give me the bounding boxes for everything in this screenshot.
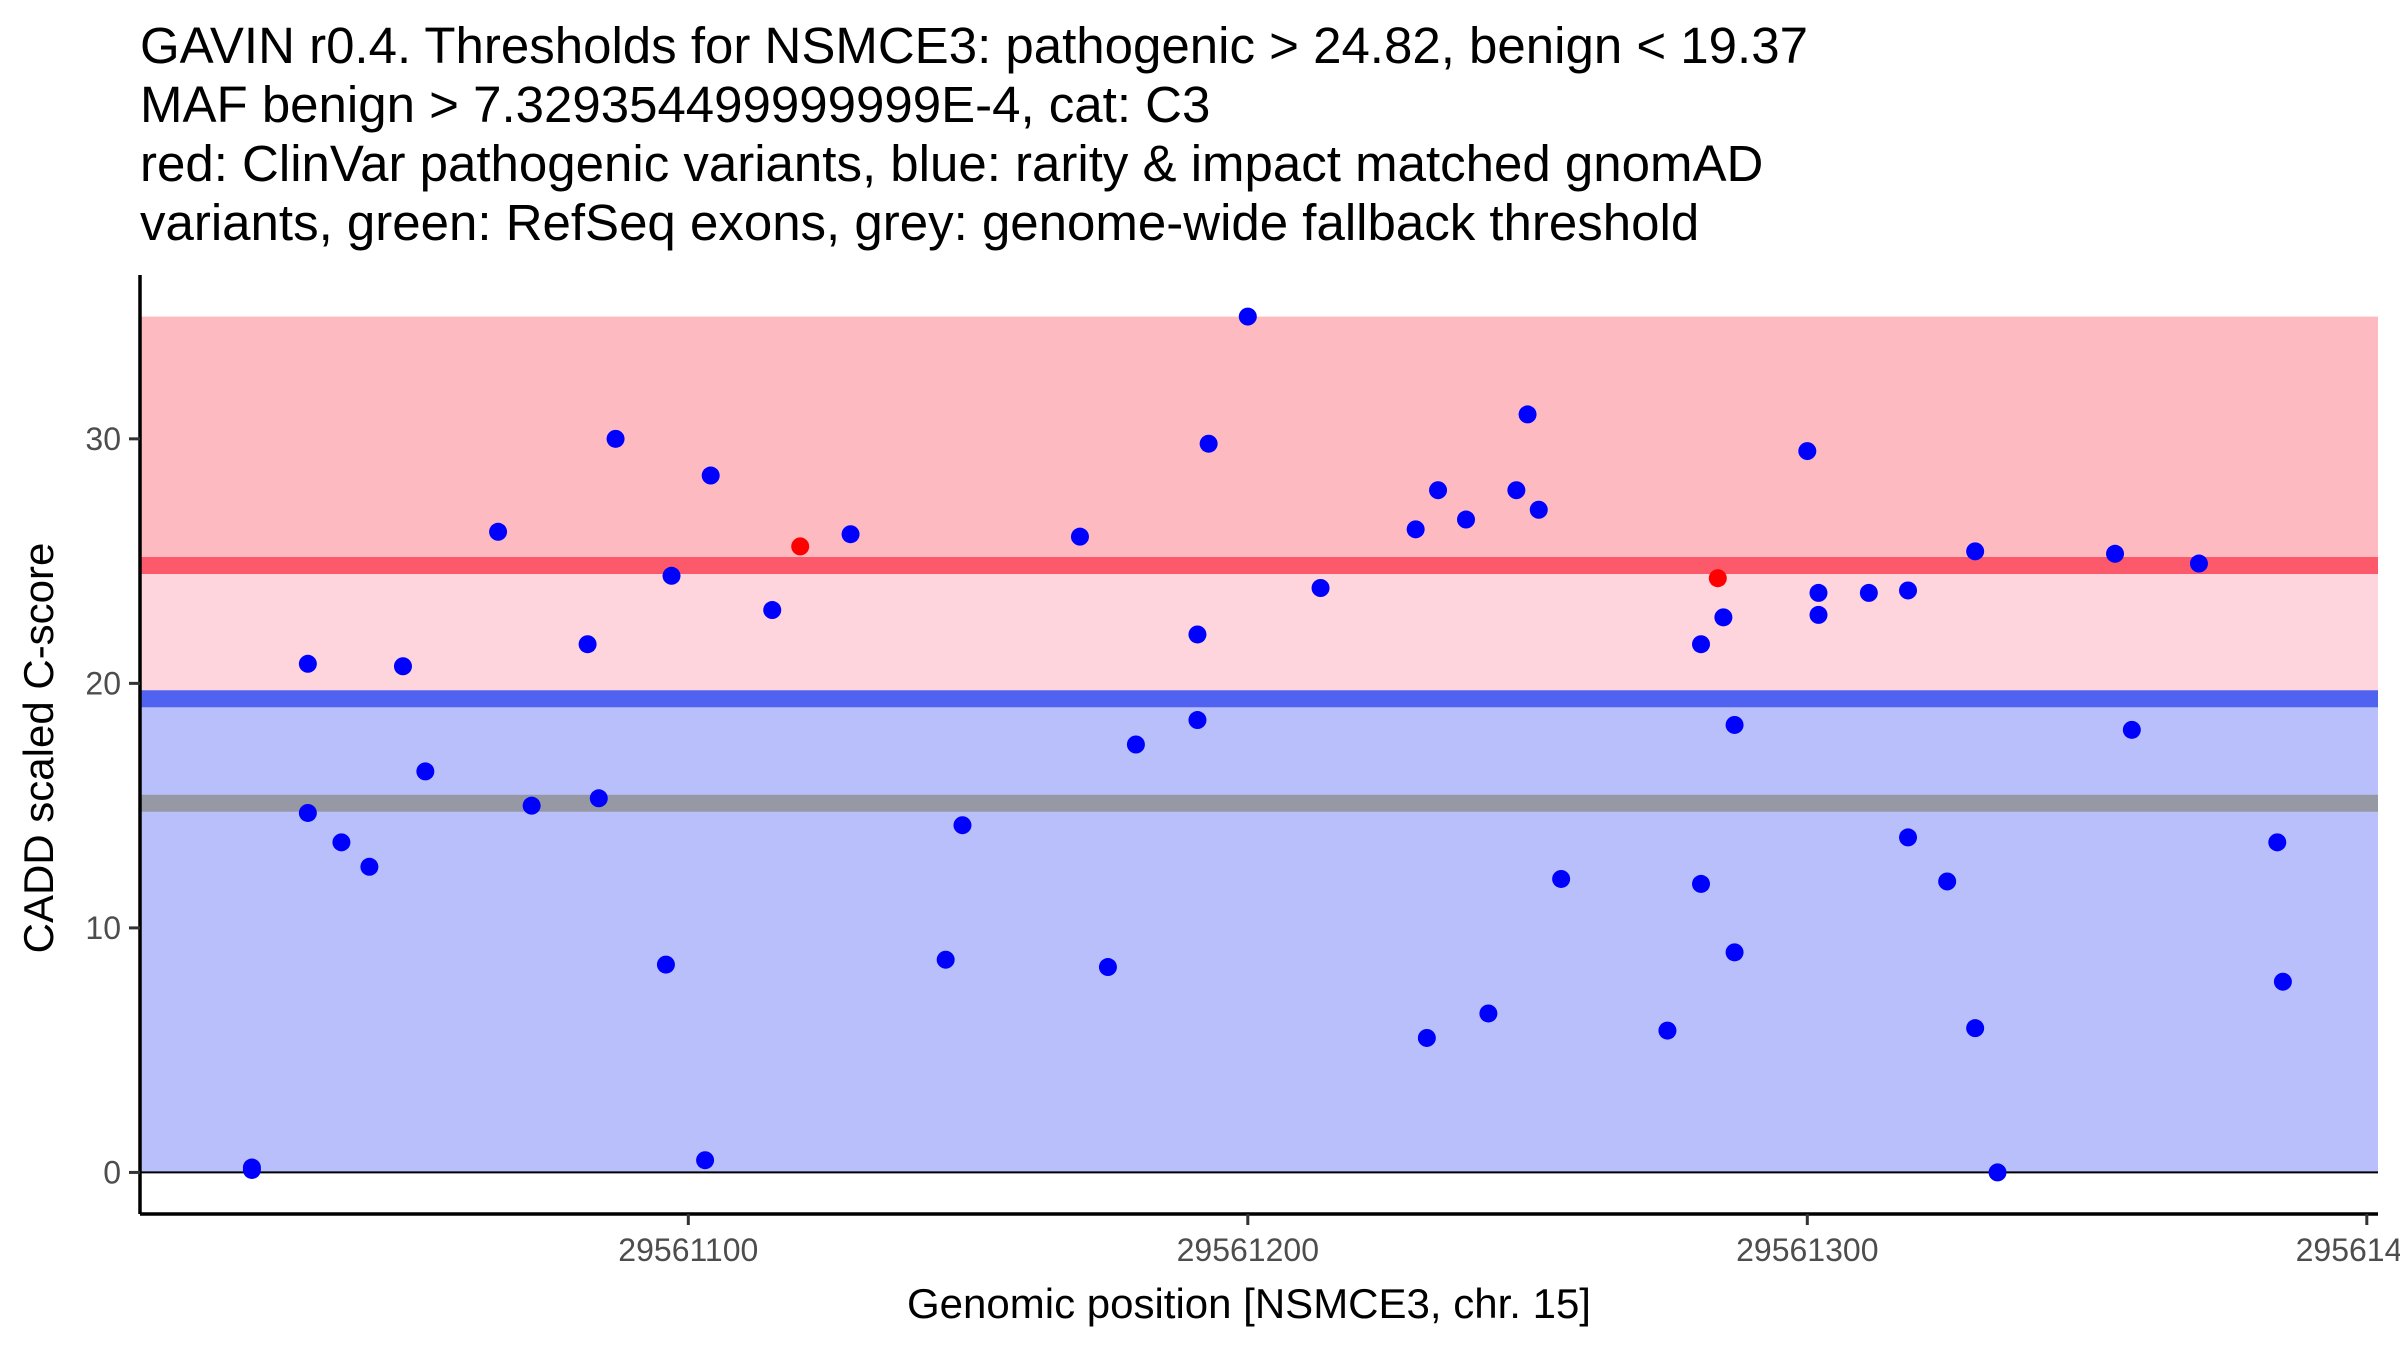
gnomad-point (1518, 405, 1537, 424)
gnomad-point (1692, 874, 1711, 893)
x-tick-label: 29561400 (2296, 1232, 2400, 1268)
gnomad-point (1429, 481, 1448, 500)
data-points (242, 307, 2292, 1182)
gnomad-point (1311, 579, 1330, 597)
gnomad-point (1988, 1163, 2007, 1182)
gnomad-point (1199, 434, 1218, 453)
gnomad-point (2273, 972, 2292, 991)
gnomad-point (578, 635, 597, 654)
gnomad-point (662, 566, 681, 585)
gnomad-point (1098, 958, 1117, 977)
gnomad-point (1507, 481, 1526, 500)
chart-title: GAVIN r0.4. Thresholds for NSMCE3: patho… (140, 17, 1808, 251)
gnomad-point (589, 789, 608, 808)
gnomad-point (1417, 1028, 1436, 1047)
title-line-3: red: ClinVar pathogenic variants, blue: … (140, 135, 1763, 192)
gnomad-point (1552, 869, 1571, 888)
pathogenic-region (140, 316, 2378, 566)
gnomad-point (1859, 583, 1878, 602)
x-axis-label: Genomic position [NSMCE3, chr. 15] (907, 1280, 1591, 1327)
gnomad-point (1658, 1021, 1677, 1040)
clinvar-point (791, 537, 810, 556)
x-tick-label: 29561300 (1736, 1232, 1878, 1268)
gnomad-point (1725, 943, 1744, 962)
gnomad-point (1238, 307, 1257, 326)
gnomad-point (298, 654, 317, 673)
gnomad-point (1899, 581, 1918, 600)
gnomad-point (1529, 500, 1548, 519)
x-tick-label: 29561200 (1177, 1232, 1319, 1268)
y-tick-label: 10 (85, 910, 121, 946)
x-tick-label: 29561100 (618, 1232, 758, 1268)
gnomad-point (936, 950, 955, 969)
gnomad-point (701, 466, 720, 485)
title-line-1: GAVIN r0.4. Thresholds for NSMCE3: patho… (140, 17, 1808, 74)
gnomad-point (242, 1158, 261, 1177)
gnomad-point (2106, 544, 2125, 563)
y-tick-label: 20 (85, 665, 121, 701)
gnomad-point (696, 1151, 715, 1170)
gnomad-point (1809, 605, 1828, 624)
threshold-regions (140, 316, 2378, 1173)
gnomad-point (606, 429, 625, 448)
gnomad-point (1938, 872, 1957, 891)
gnomad-point (1966, 542, 1985, 561)
y-axis-label: CADD scaled C-score (15, 543, 62, 954)
gnomad-point (656, 955, 675, 974)
gnomad-point (1406, 520, 1425, 539)
gnomad-point (1899, 828, 1918, 847)
clinvar-point (1708, 569, 1727, 588)
gnomad-point (360, 857, 379, 876)
gnomad-point (393, 657, 412, 676)
gnomad-point (416, 762, 435, 781)
gnomad-point (1725, 715, 1744, 734)
gnomad-point (1188, 625, 1207, 644)
gnomad-point (2268, 833, 2287, 852)
y-tick-label: 30 (85, 421, 121, 457)
gnomad-point (1798, 442, 1817, 461)
gnomad-point (2189, 554, 2208, 573)
gnomad-point (1457, 510, 1476, 529)
gnomad-point (1070, 527, 1089, 546)
gnomad-point (841, 525, 860, 544)
benign-region (140, 698, 2378, 1173)
y-axis-ticks: 0 10 20 30 (85, 421, 140, 1190)
gnomad-point (763, 601, 782, 620)
gnomad-point (522, 796, 541, 815)
gnomad-point (1479, 1004, 1498, 1023)
gnomad-point (1188, 711, 1207, 730)
gnomad-point (953, 816, 972, 835)
title-line-2: MAF benign > 7.329354499999999E-4, cat: … (140, 76, 1210, 133)
x-axis-ticks: 29561100 29561200 29561300 29561400 (618, 1214, 2400, 1268)
y-tick-label: 0 (103, 1154, 121, 1190)
gnomad-point (2122, 720, 2141, 739)
intermediate-region (140, 565, 2378, 699)
threshold-lines (140, 557, 2378, 812)
gnomad-point (489, 522, 508, 541)
gnomad-point (1692, 635, 1711, 654)
title-line-4: variants, green: RefSeq exons, grey: gen… (140, 194, 1699, 251)
axes: 29561100 29561200 29561300 29561400 0 10 20 30 (85, 275, 2400, 1268)
gnomad-point (1714, 608, 1733, 627)
gnomad-point (298, 803, 317, 822)
gnomad-point (1126, 735, 1145, 754)
gnomad-point (1809, 583, 1828, 602)
gnomad-point (332, 833, 351, 852)
gnomad-point (1966, 1019, 1985, 1038)
